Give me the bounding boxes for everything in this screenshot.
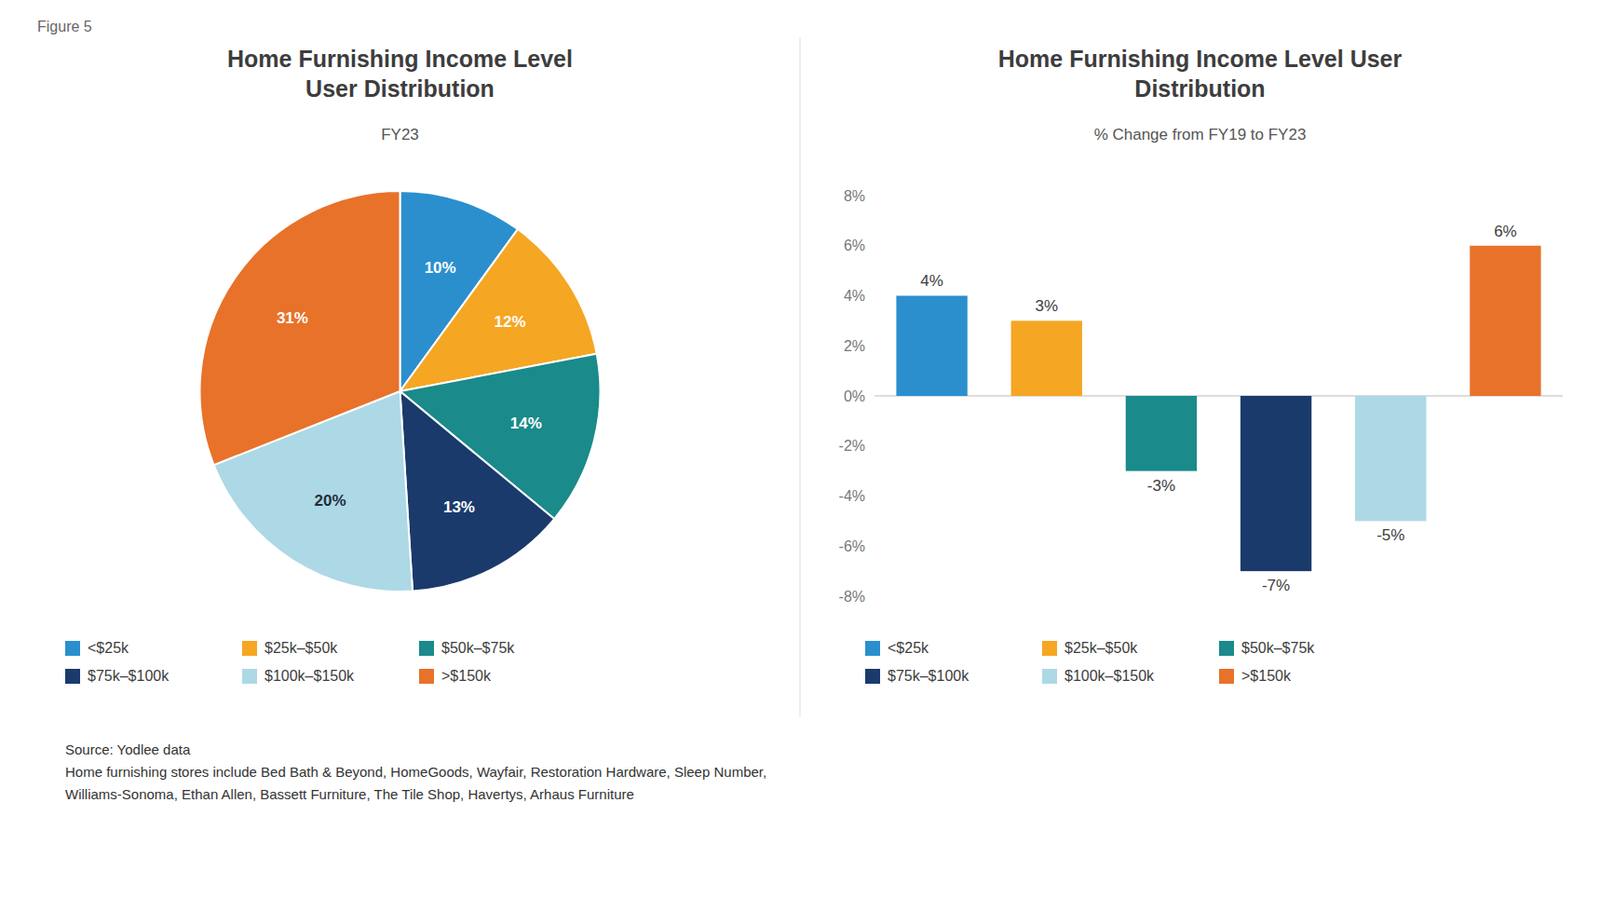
y-tick-label: 4% — [843, 287, 866, 304]
legend-label: <$25k — [887, 639, 930, 656]
bar — [1011, 320, 1083, 396]
pie-slice — [400, 391, 556, 592]
legend-label: >$150k — [441, 667, 492, 684]
text-line: Source: Yodlee data — [65, 741, 191, 758]
slice-labels: 10% 12% 14% 13% 20% 31% — [276, 258, 543, 516]
data-label: 10% — [424, 258, 457, 277]
divider — [800, 37, 801, 718]
data-label: 20% — [314, 491, 347, 510]
zero-line — [874, 395, 1563, 397]
text-line: User Distribution — [305, 75, 495, 102]
chart-title: Home Furnishing Income Level User Distrib… — [998, 45, 1403, 102]
chart-subtitle: % Change from FY19 to FY23 — [1094, 125, 1307, 144]
y-tick-label: -8% — [839, 588, 866, 605]
text-line: Home Furnishing Income Level — [227, 45, 573, 72]
data-label: -7% — [1261, 576, 1290, 595]
legend-label: $25k–$50k — [1064, 639, 1139, 656]
legend-label: >$150k — [1241, 667, 1292, 684]
data-label: -5% — [1376, 526, 1405, 544]
legend-label: $100k–$150k — [1064, 667, 1155, 684]
slices — [199, 190, 600, 592]
legend: <$25k $25k–$50k $50k–$75k $75k–$100k $100k–$… — [865, 639, 1316, 684]
y-tick-label: 8% — [843, 188, 866, 204]
data-label: 14% — [510, 414, 543, 433]
chart-title: Home Furnishing Income Level User Distrib… — [227, 45, 573, 102]
legend-swatch — [1042, 640, 1058, 656]
pie-chart: Home Furnishing Income Level User Distrib… — [65, 45, 601, 684]
data-label: 6% — [1493, 222, 1518, 241]
bar — [1125, 395, 1197, 472]
legend-label: $100k–$150k — [264, 667, 355, 684]
bar — [1469, 245, 1541, 396]
data-label: 31% — [276, 309, 309, 327]
source-note: Source: Yodlee data Home furnishing store… — [65, 741, 767, 802]
y-axis: -8% -6% -4% -2% 0% 2% 4% 6% 8% — [839, 188, 1563, 605]
legend: <$25k $25k–$50k $50k–$75k $75k–$100k $100k–$… — [65, 639, 516, 684]
legend-swatch — [865, 640, 881, 656]
bars — [895, 245, 1541, 571]
bar — [1355, 395, 1426, 521]
legend-label: $50k–$75k — [1241, 639, 1316, 656]
y-tick-label: 6% — [843, 237, 866, 254]
data-label: 4% — [920, 271, 944, 290]
legend-label: $75k–$100k — [87, 667, 170, 684]
y-tick-label: -6% — [839, 538, 866, 555]
legend-swatch — [419, 668, 434, 684]
data-label: 12% — [493, 312, 526, 331]
bar — [1240, 395, 1312, 571]
chart-subtitle: FY23 — [380, 125, 420, 144]
bar — [895, 296, 967, 397]
figure: Figure 5 Home Furnishing Income Level User… — [0, 0, 1600, 898]
legend-label: $25k–$50k — [264, 639, 339, 656]
y-tick-label: -2% — [839, 437, 866, 454]
legend-swatch — [865, 668, 881, 684]
legend-swatch — [65, 668, 81, 684]
bar-chart: Home Furnishing Income Level User Distrib… — [839, 45, 1563, 684]
data-label: -3% — [1147, 476, 1176, 495]
background — [0, 0, 1600, 898]
legend-swatch — [65, 640, 81, 656]
pie-slice — [199, 190, 400, 465]
legend-swatch — [1219, 640, 1234, 656]
legend-label: <$25k — [87, 639, 130, 656]
legend-swatch — [1219, 668, 1234, 684]
bar-labels: 4% 3% -3% -7% -5% 6% — [920, 222, 1517, 595]
y-tick-label: -4% — [839, 488, 866, 504]
figure-label: Figure 5 — [37, 18, 93, 35]
legend-swatch — [419, 640, 434, 656]
text-line: Distribution — [1134, 75, 1265, 102]
legend-label: $50k–$75k — [441, 639, 516, 656]
legend-label: $75k–$100k — [887, 667, 970, 684]
legend-swatch — [1042, 668, 1058, 684]
text-line: Williams-Sonoma, Ethan Allen, Bassett Fu… — [65, 786, 635, 802]
data-label: 13% — [443, 498, 475, 516]
data-label: 3% — [1034, 297, 1058, 315]
y-tick-label: 2% — [843, 338, 866, 354]
legend-swatch — [242, 640, 258, 656]
y-tick-label: 0% — [843, 388, 866, 405]
text-line: Home Furnishing Income Level User — [998, 45, 1403, 72]
legend-swatch — [242, 668, 258, 684]
text-line: Home furnishing stores include Bed Bath … — [65, 763, 767, 780]
